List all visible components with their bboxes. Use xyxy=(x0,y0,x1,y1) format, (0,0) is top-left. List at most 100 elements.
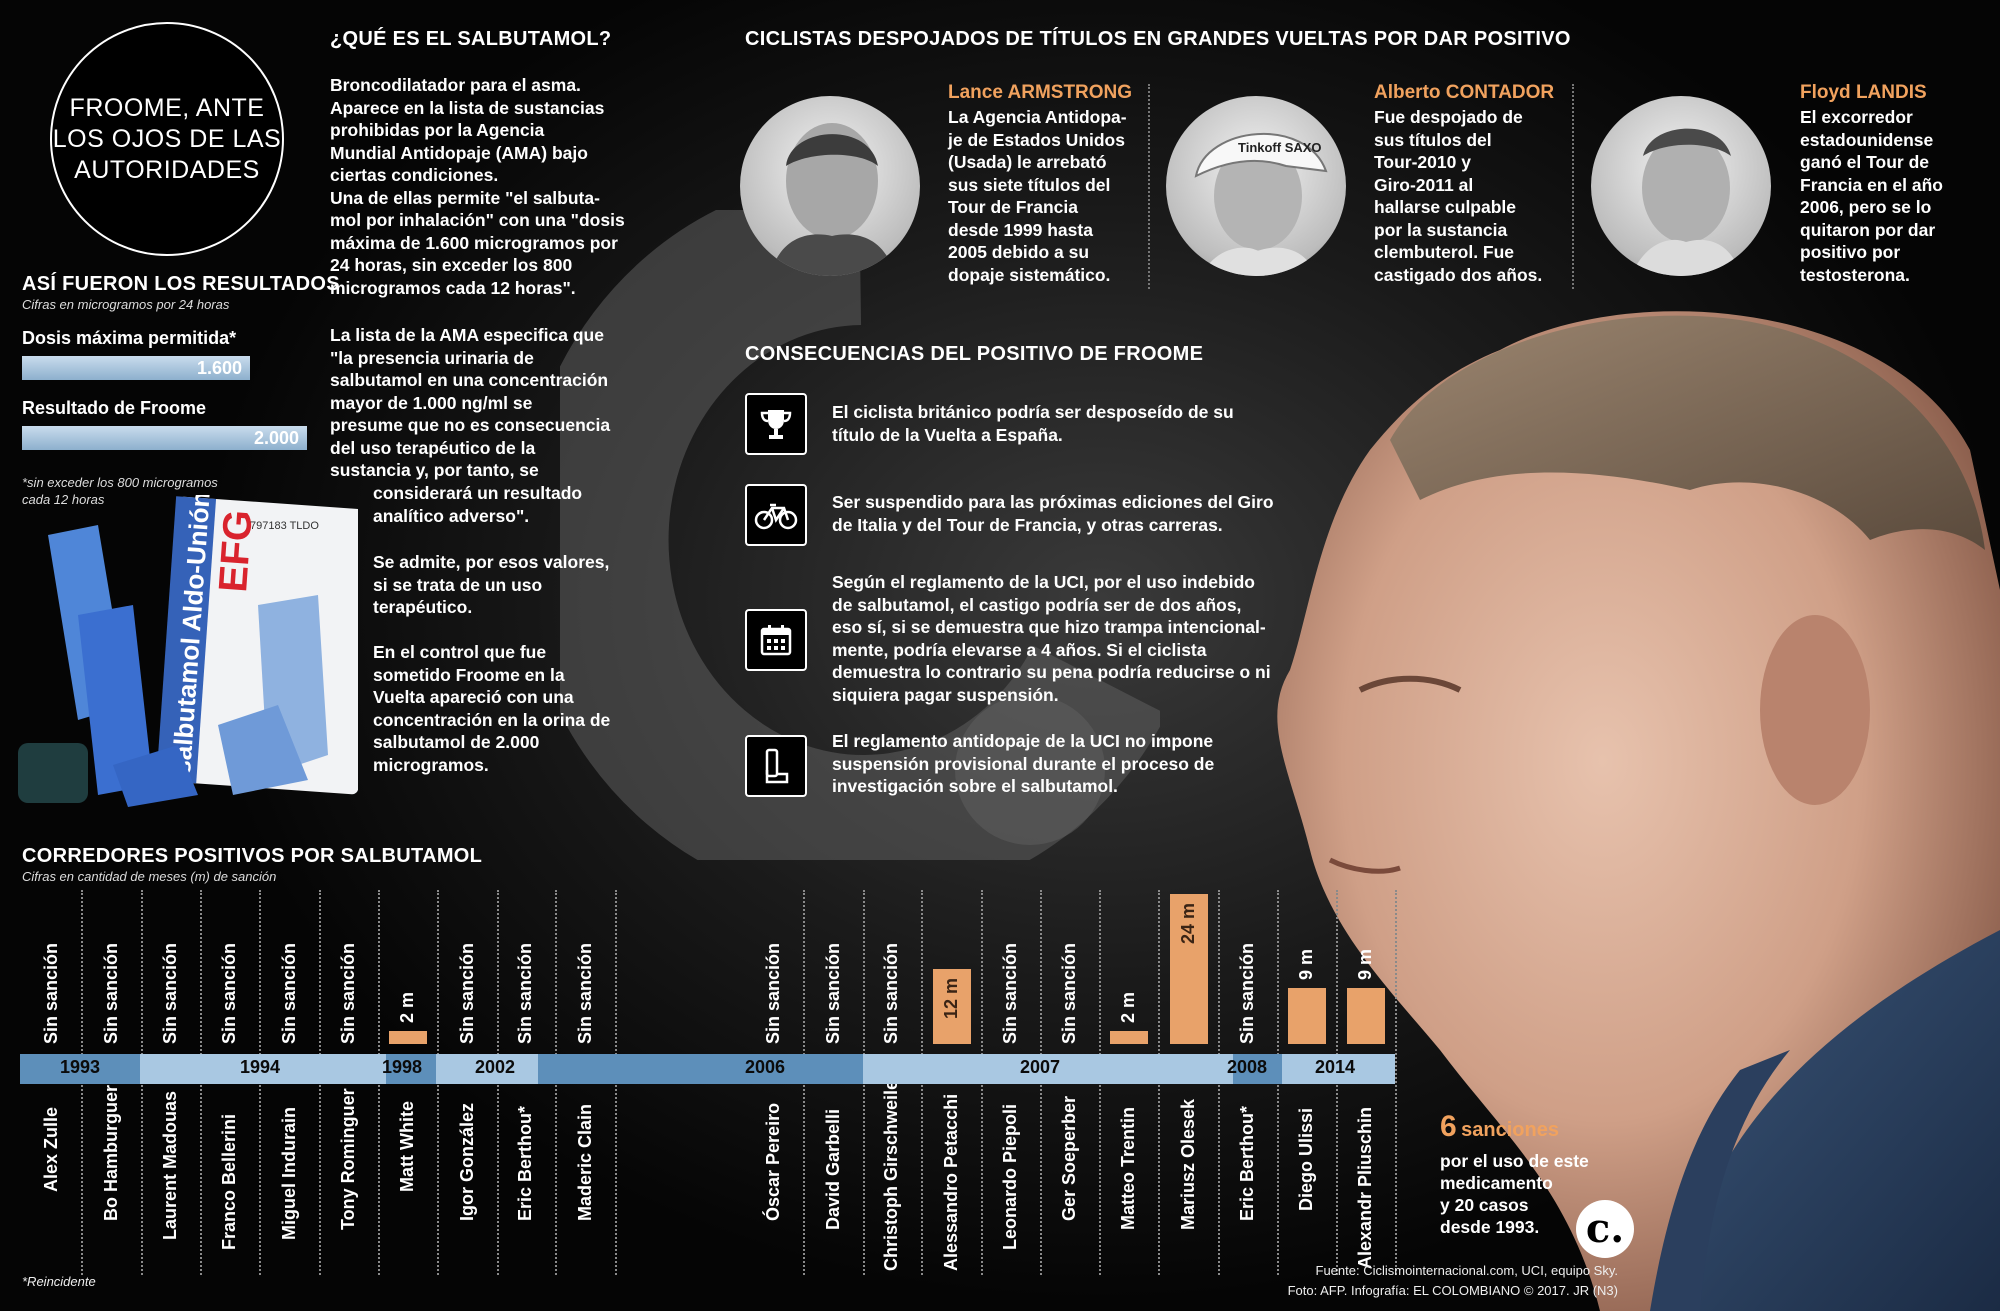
contador-figure: Tinkoff SAXO xyxy=(1194,132,1328,276)
portrait-armstrong xyxy=(740,96,920,276)
runner-16-value-label: 2 m xyxy=(1118,991,1138,1023)
box-logo-text: EFG xyxy=(211,509,261,594)
runner-11-name: David Garbelli xyxy=(823,1109,843,1231)
landis-figure xyxy=(1631,128,1741,276)
result-bar-max: 1.600 xyxy=(22,356,250,380)
bicycle-icon xyxy=(745,484,807,546)
consequence-text-2: Ser suspendido para las próximas edicion… xyxy=(832,492,1274,535)
year-2014: 2014 xyxy=(1314,1057,1356,1077)
cyclist-text-armstrong: La Agencia Antidopa- je de Estados Unido… xyxy=(948,107,1127,285)
year-1998: 1998 xyxy=(381,1057,423,1077)
trophy-icon xyxy=(745,393,807,455)
consequence-text-4: El reglamento antidopaje de la UCI no im… xyxy=(832,731,1215,796)
runner-18-name: Eric Berthou* xyxy=(1237,1105,1257,1221)
cyclist-divider-2 xyxy=(1572,84,1574,289)
runner-2-value-label: Sin sanción xyxy=(160,942,180,1044)
runner-19-name: Diego Ulissi xyxy=(1296,1108,1316,1212)
cyclist-text-contador: Fue despojado de sus títulos del Tour-20… xyxy=(1374,107,1543,285)
runner-0-value-label: Sin sanción xyxy=(41,942,61,1044)
runner-13-name: Alessandro Petacchi xyxy=(941,1093,961,1271)
result-label-max: Dosis máxima permitida* xyxy=(22,328,237,348)
runner-15-name: Ger Soeperber xyxy=(1059,1095,1079,1221)
inhaler-icon xyxy=(745,735,807,797)
runner-7-value-label: Sin sanción xyxy=(457,942,477,1044)
runner-1-value-label: Sin sanción xyxy=(101,942,121,1044)
result-value-froome: 2.000 xyxy=(253,428,299,448)
results-footnote: *sin exceder los 800 microgramos cada 12… xyxy=(22,475,218,507)
cyclist-text-landis: El excorredor estadounidense ganó el Tou… xyxy=(1800,107,1943,285)
year-2008: 2008 xyxy=(1226,1057,1268,1077)
cyclist-divider-1 xyxy=(1148,84,1150,289)
runner-10-name: Óscar Pereiro xyxy=(763,1102,783,1221)
runner-17-bar xyxy=(1170,894,1208,1044)
runners-heading: CORREDORES POSITIVOS POR SALBUTAMOL xyxy=(22,845,483,867)
runner-13-value-label: 12 m xyxy=(941,977,961,1019)
runner-9-name: Maderic Clain xyxy=(575,1103,595,1221)
cyclists-heading: CICLISTAS DESPOJADOS DE TÍTULOS EN GRAND… xyxy=(745,28,1571,50)
calendar-icon xyxy=(745,609,807,671)
results-subtitle: Cifras en microgramos por 24 horas xyxy=(22,297,230,312)
runner-3-name: Franco Bellerini xyxy=(219,1113,239,1250)
consequence-text-3: Según el reglamento de la UCI, por el us… xyxy=(832,572,1271,705)
runner-19-value-label: 9 m xyxy=(1296,948,1316,980)
runner-15-value-label: Sin sanción xyxy=(1059,942,1079,1044)
runner-0-name: Alex Zulle xyxy=(41,1106,61,1192)
runner-2-name: Laurent Madouas xyxy=(160,1090,180,1240)
runner-6-name: Matt White xyxy=(397,1101,417,1192)
result-value-max: 1.600 xyxy=(196,358,242,378)
year-1994: 1994 xyxy=(239,1057,281,1077)
summary-word: sanciones xyxy=(1461,1119,1559,1141)
page-title: FROOME, ANTE LOS OJOS DE LAS AUTORIDADES xyxy=(52,93,282,184)
salbutamol-paragraph-3: Se admite, por esos valores, si se trata… xyxy=(373,552,610,617)
armstrong-figure xyxy=(770,123,895,276)
el-colombiano-logo: c. xyxy=(1576,1200,1634,1258)
runner-3-value-label: Sin sanción xyxy=(219,942,239,1044)
cyclist-name-contador: Alberto CONTADOR xyxy=(1374,82,1555,103)
cyclist-name-armstrong: Lance ARMSTRONG xyxy=(948,82,1133,103)
consequences-heading: CONSECUENCIAS DEL POSITIVO DE FROOME xyxy=(745,343,1204,365)
year-2002: 2002 xyxy=(474,1057,516,1077)
summary-headline: 6 sanciones xyxy=(1440,1110,1559,1144)
runner-20-name: Alexandr Pliuschin xyxy=(1355,1106,1375,1269)
runner-19-bar xyxy=(1288,988,1326,1044)
runner-8-name: Eric Berthou* xyxy=(515,1105,535,1221)
timeline-segment-2014 xyxy=(1282,1054,1395,1084)
runner-11-value-label: Sin sanción xyxy=(823,942,843,1044)
runner-6-value-label: 2 m xyxy=(397,991,417,1023)
watermark-logo xyxy=(560,210,1160,860)
credits-source: Fuente: Ciclismointernacional.com, UCI, … xyxy=(1315,1263,1619,1278)
runner-20-value-label: 9 m xyxy=(1355,948,1375,980)
runner-18-value-label: Sin sanción xyxy=(1237,942,1257,1044)
runner-8-value-label: Sin sanción xyxy=(515,942,535,1044)
runner-12-value-label: Sin sanción xyxy=(881,942,901,1044)
inhaler-illustration: salbutamol Aldo-Unión EFG 797183 TLDO xyxy=(18,495,358,807)
runner-13-bar xyxy=(933,969,971,1044)
salbutamol-paragraph-4: En el control que fue sometido Froome en… xyxy=(373,642,611,775)
salbutamol-paragraph-2: La lista de la AMA especifica que "la pr… xyxy=(330,325,611,480)
year-1993: 1993 xyxy=(59,1057,101,1077)
title-circle: FROOME, ANTE LOS OJOS DE LAS AUTORIDADES xyxy=(50,22,284,256)
runner-14-name: Leonardo Piepoli xyxy=(1000,1103,1020,1250)
runner-16-name: Matteo Trentin xyxy=(1118,1107,1138,1231)
runner-4-value-label: Sin sanción xyxy=(279,942,299,1044)
runner-9-value-label: Sin sanción xyxy=(575,942,595,1044)
result-label-froome: Resultado de Froome xyxy=(22,398,207,418)
summary-number: 6 xyxy=(1440,1110,1457,1143)
runner-7-name: Igor González xyxy=(457,1102,477,1221)
runner-17-name: Mariusz Olesek xyxy=(1178,1099,1198,1231)
froome-photo xyxy=(1277,311,2000,1311)
runner-20-divider xyxy=(1395,890,1397,1275)
salbutamol-paragraph-2b: considerará un resultado analítico adver… xyxy=(373,483,583,526)
salbutamol-paragraph-1: Broncodilatador para el asma. Aparece en… xyxy=(330,75,625,298)
year-2007: 2007 xyxy=(1019,1057,1061,1077)
runner-5-name: Tony Rominguer xyxy=(338,1088,358,1231)
portrait-contador: Tinkoff SAXO xyxy=(1166,96,1346,276)
runner-5-value-label: Sin sanción xyxy=(338,942,358,1044)
runner-16-bar xyxy=(1110,1031,1148,1044)
runner-1-name: Bo Hamburguer xyxy=(101,1084,121,1221)
runner-20-bar xyxy=(1347,988,1385,1044)
result-bar-froome: 2.000 xyxy=(22,426,307,450)
results-heading: ASÍ FUERON LOS RESULTADOS xyxy=(22,273,340,295)
runner-4-name: Miguel Indurain xyxy=(279,1107,299,1240)
